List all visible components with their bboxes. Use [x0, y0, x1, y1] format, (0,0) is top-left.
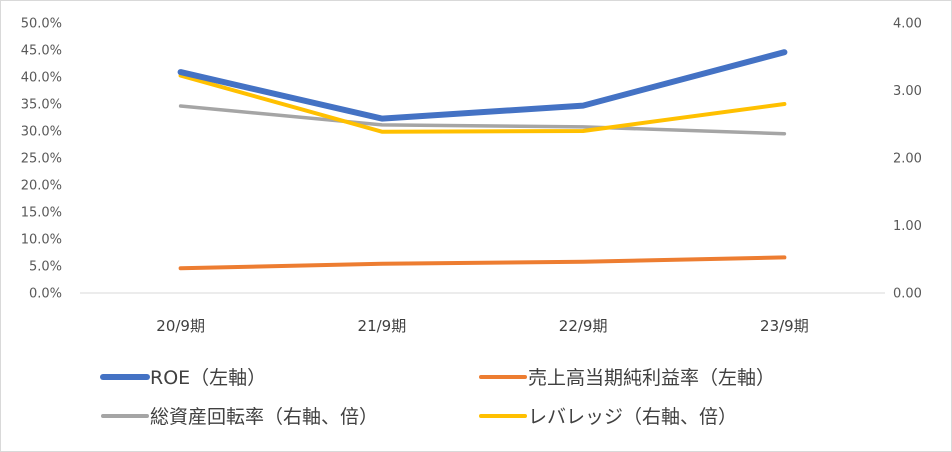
series-line-1: [177, 49, 788, 122]
series-line-2: [178, 255, 787, 271]
left-axis-tick-label: 50.0%: [21, 17, 62, 32]
right-axis-tick-label: 1.00: [893, 219, 922, 234]
right-axis-tick-label: 4.00: [893, 17, 922, 32]
legend-label: レバレッジ（右軸、倍）: [528, 406, 737, 428]
left-axis-tick-label: 0.0%: [29, 287, 62, 302]
legend-label: 総資産回転率（右軸、倍）: [150, 406, 378, 428]
right-axis-tick-label: 3.00: [893, 84, 922, 99]
legend-item: 売上高当期純利益率（左軸）: [479, 367, 775, 389]
series-line-3: [178, 104, 787, 136]
left-axis-tick-label: 15.0%: [21, 206, 62, 221]
left-axis-tick-label: 5.0%: [29, 260, 62, 275]
left-axis-tick-label: 45.0%: [21, 44, 62, 59]
x-axis-category-label: 20/9期: [156, 317, 205, 335]
left-axis-tick-label: 25.0%: [21, 152, 62, 167]
left-axis-tick-label: 10.0%: [21, 233, 62, 248]
series-line-4: [178, 73, 787, 134]
legend-label: 売上高当期純利益率（左軸）: [528, 367, 775, 389]
left-axis-tick-label: 30.0%: [21, 125, 62, 140]
left-axis-tick-label: 35.0%: [21, 98, 62, 113]
x-axis-category-label: 21/9期: [358, 317, 407, 335]
left-axis-tick-label: 20.0%: [21, 179, 62, 194]
x-axis-category-label: 22/9期: [559, 317, 608, 335]
legend-item: 総資産回転率（右軸、倍）: [101, 406, 378, 428]
right-axis-tick-label: 2.00: [893, 152, 922, 167]
legend-item: レバレッジ（右軸、倍）: [479, 406, 737, 428]
x-axis-category-label: 23/9期: [760, 317, 809, 335]
right-axis-tick-label: 0.00: [893, 287, 922, 302]
left-axis-tick-label: 40.0%: [21, 71, 62, 86]
legend-item: ROE（左軸）: [100, 367, 266, 389]
legend-label: ROE（左軸）: [150, 367, 266, 389]
